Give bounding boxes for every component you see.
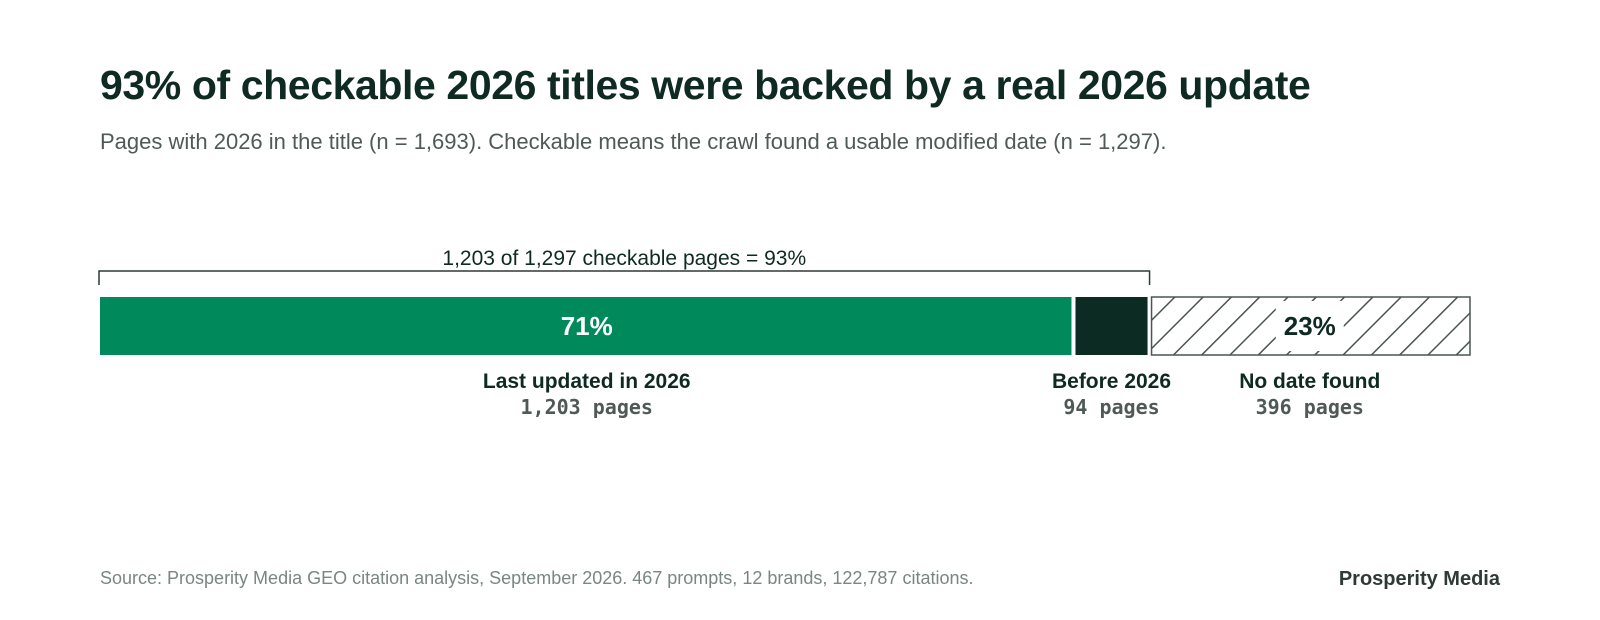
segment-count-label: 1,203 pages (521, 395, 653, 419)
checkable-bracket (98, 270, 1151, 285)
data-label-percent: 23% (1284, 311, 1336, 341)
bar-segment-last-updated-in-2026 (100, 297, 1072, 355)
segment-name-label: No date found (1239, 370, 1380, 393)
segment-count-label: 396 pages (1256, 395, 1364, 419)
chart-subtitle: Pages with 2026 in the title (n = 1,693)… (100, 129, 1167, 154)
segment-name-label: Last updated in 2026 (483, 370, 691, 393)
chart-title: 93% of checkable 2026 titles were backed… (100, 62, 1311, 108)
data-label-percent: 71% (561, 311, 613, 341)
bracket-label: 1,203 of 1,297 checkable pages = 93% (442, 247, 806, 270)
segment-count-label: 94 pages (1063, 395, 1159, 419)
source-note: Source: Prosperity Media GEO citation an… (100, 568, 974, 588)
percent-label-backdrop (1275, 301, 1344, 351)
bar-segment-before-2026 (1075, 297, 1148, 355)
brand-name: Prosperity Media (1338, 568, 1500, 590)
segment-name-label: Before 2026 (1052, 370, 1171, 393)
